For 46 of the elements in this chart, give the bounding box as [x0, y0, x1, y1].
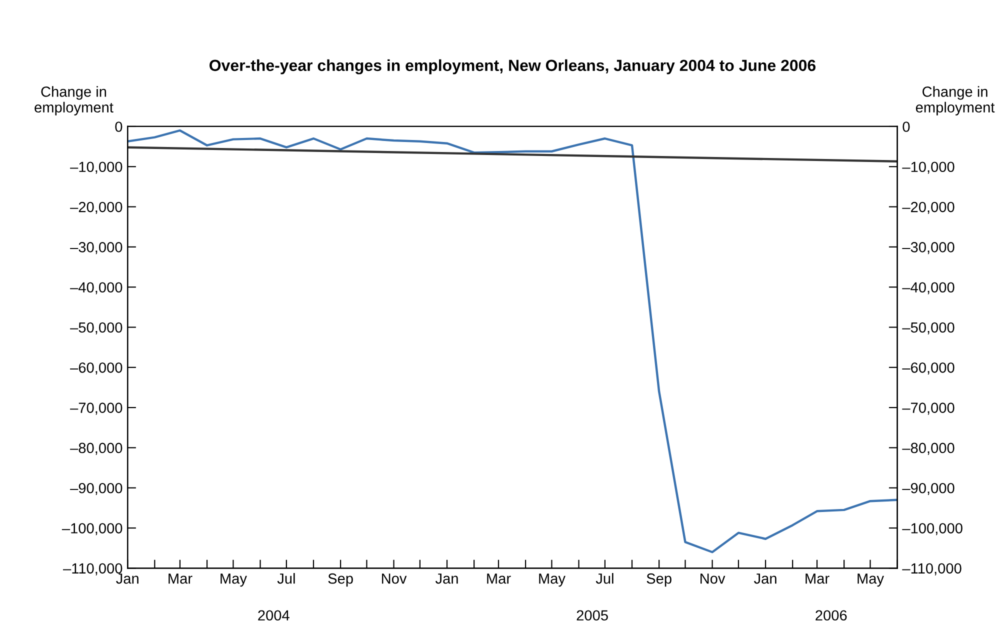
y2-tick-label: –40,000: [902, 282, 954, 294]
y-tick-label: –50,000: [70, 322, 122, 334]
x-tick-label: May: [539, 574, 566, 587]
chart-title: Over-the-year changes in employment, New Orleans, January 2004 to June 2006: [210, 59, 816, 74]
x-tick-label: Sep: [328, 573, 353, 587]
y2-tick-label: –10,000: [902, 162, 954, 174]
y-axis-title: Change in employment: [34, 86, 114, 116]
y2-tick-label: –20,000: [902, 202, 954, 214]
y2-tick-label: –80,000: [902, 442, 954, 455]
line-series: [128, 129, 898, 554]
x-tick-label: Jan: [116, 574, 138, 584]
x-tick-label: Mar: [168, 574, 192, 584]
y2-tick-label: –100,000: [902, 523, 962, 536]
y-tick-label: –60,000: [70, 362, 122, 375]
y-tick-label: –110,000: [63, 563, 122, 576]
text: 2005: [576, 610, 608, 621]
x-tick-label: May: [220, 574, 247, 587]
x-tick-label: Jul: [596, 573, 614, 584]
y-tick-label: –90,000: [70, 482, 122, 496]
y2-tick-label: –90,000: [902, 482, 954, 496]
y2-tick-label: –30,000: [902, 242, 954, 254]
y2-tick-label: –60,000: [902, 362, 954, 375]
x-tick-label: Mar: [487, 574, 511, 584]
x-tick-label: Mar: [806, 574, 830, 584]
x-tick-label: Jul: [277, 573, 295, 584]
y-tick-label: –10,000: [70, 162, 122, 174]
x-tick-label: Sep: [646, 573, 672, 587]
y2-tick-label: 0: [902, 122, 910, 132]
x-tick-label: Jan: [754, 574, 776, 584]
y-tick-label: –40,000: [70, 282, 122, 294]
y2-tick-label: –50,000: [902, 322, 954, 334]
y2-axis-title: Change in employment: [916, 86, 995, 116]
y-tick-label: 0: [115, 122, 122, 132]
y2-tick-label: –70,000: [902, 402, 954, 415]
x-tick-label: Jan: [435, 574, 458, 584]
x-tick-label: Nov: [700, 574, 726, 584]
y-tick-label: –80,000: [70, 442, 122, 455]
text: 2004: [258, 610, 290, 621]
y-tick-label: –70,000: [70, 402, 122, 415]
y-tick-label: –20,000: [70, 202, 122, 214]
x-tick-label: May: [858, 574, 884, 587]
text: 2006: [816, 610, 847, 621]
y2-tick-label: –110,000: [902, 563, 962, 576]
x-tick-label: Nov: [382, 574, 407, 584]
y-tick-label: –30,000: [70, 242, 122, 254]
y-tick-label: –100,000: [62, 523, 122, 536]
